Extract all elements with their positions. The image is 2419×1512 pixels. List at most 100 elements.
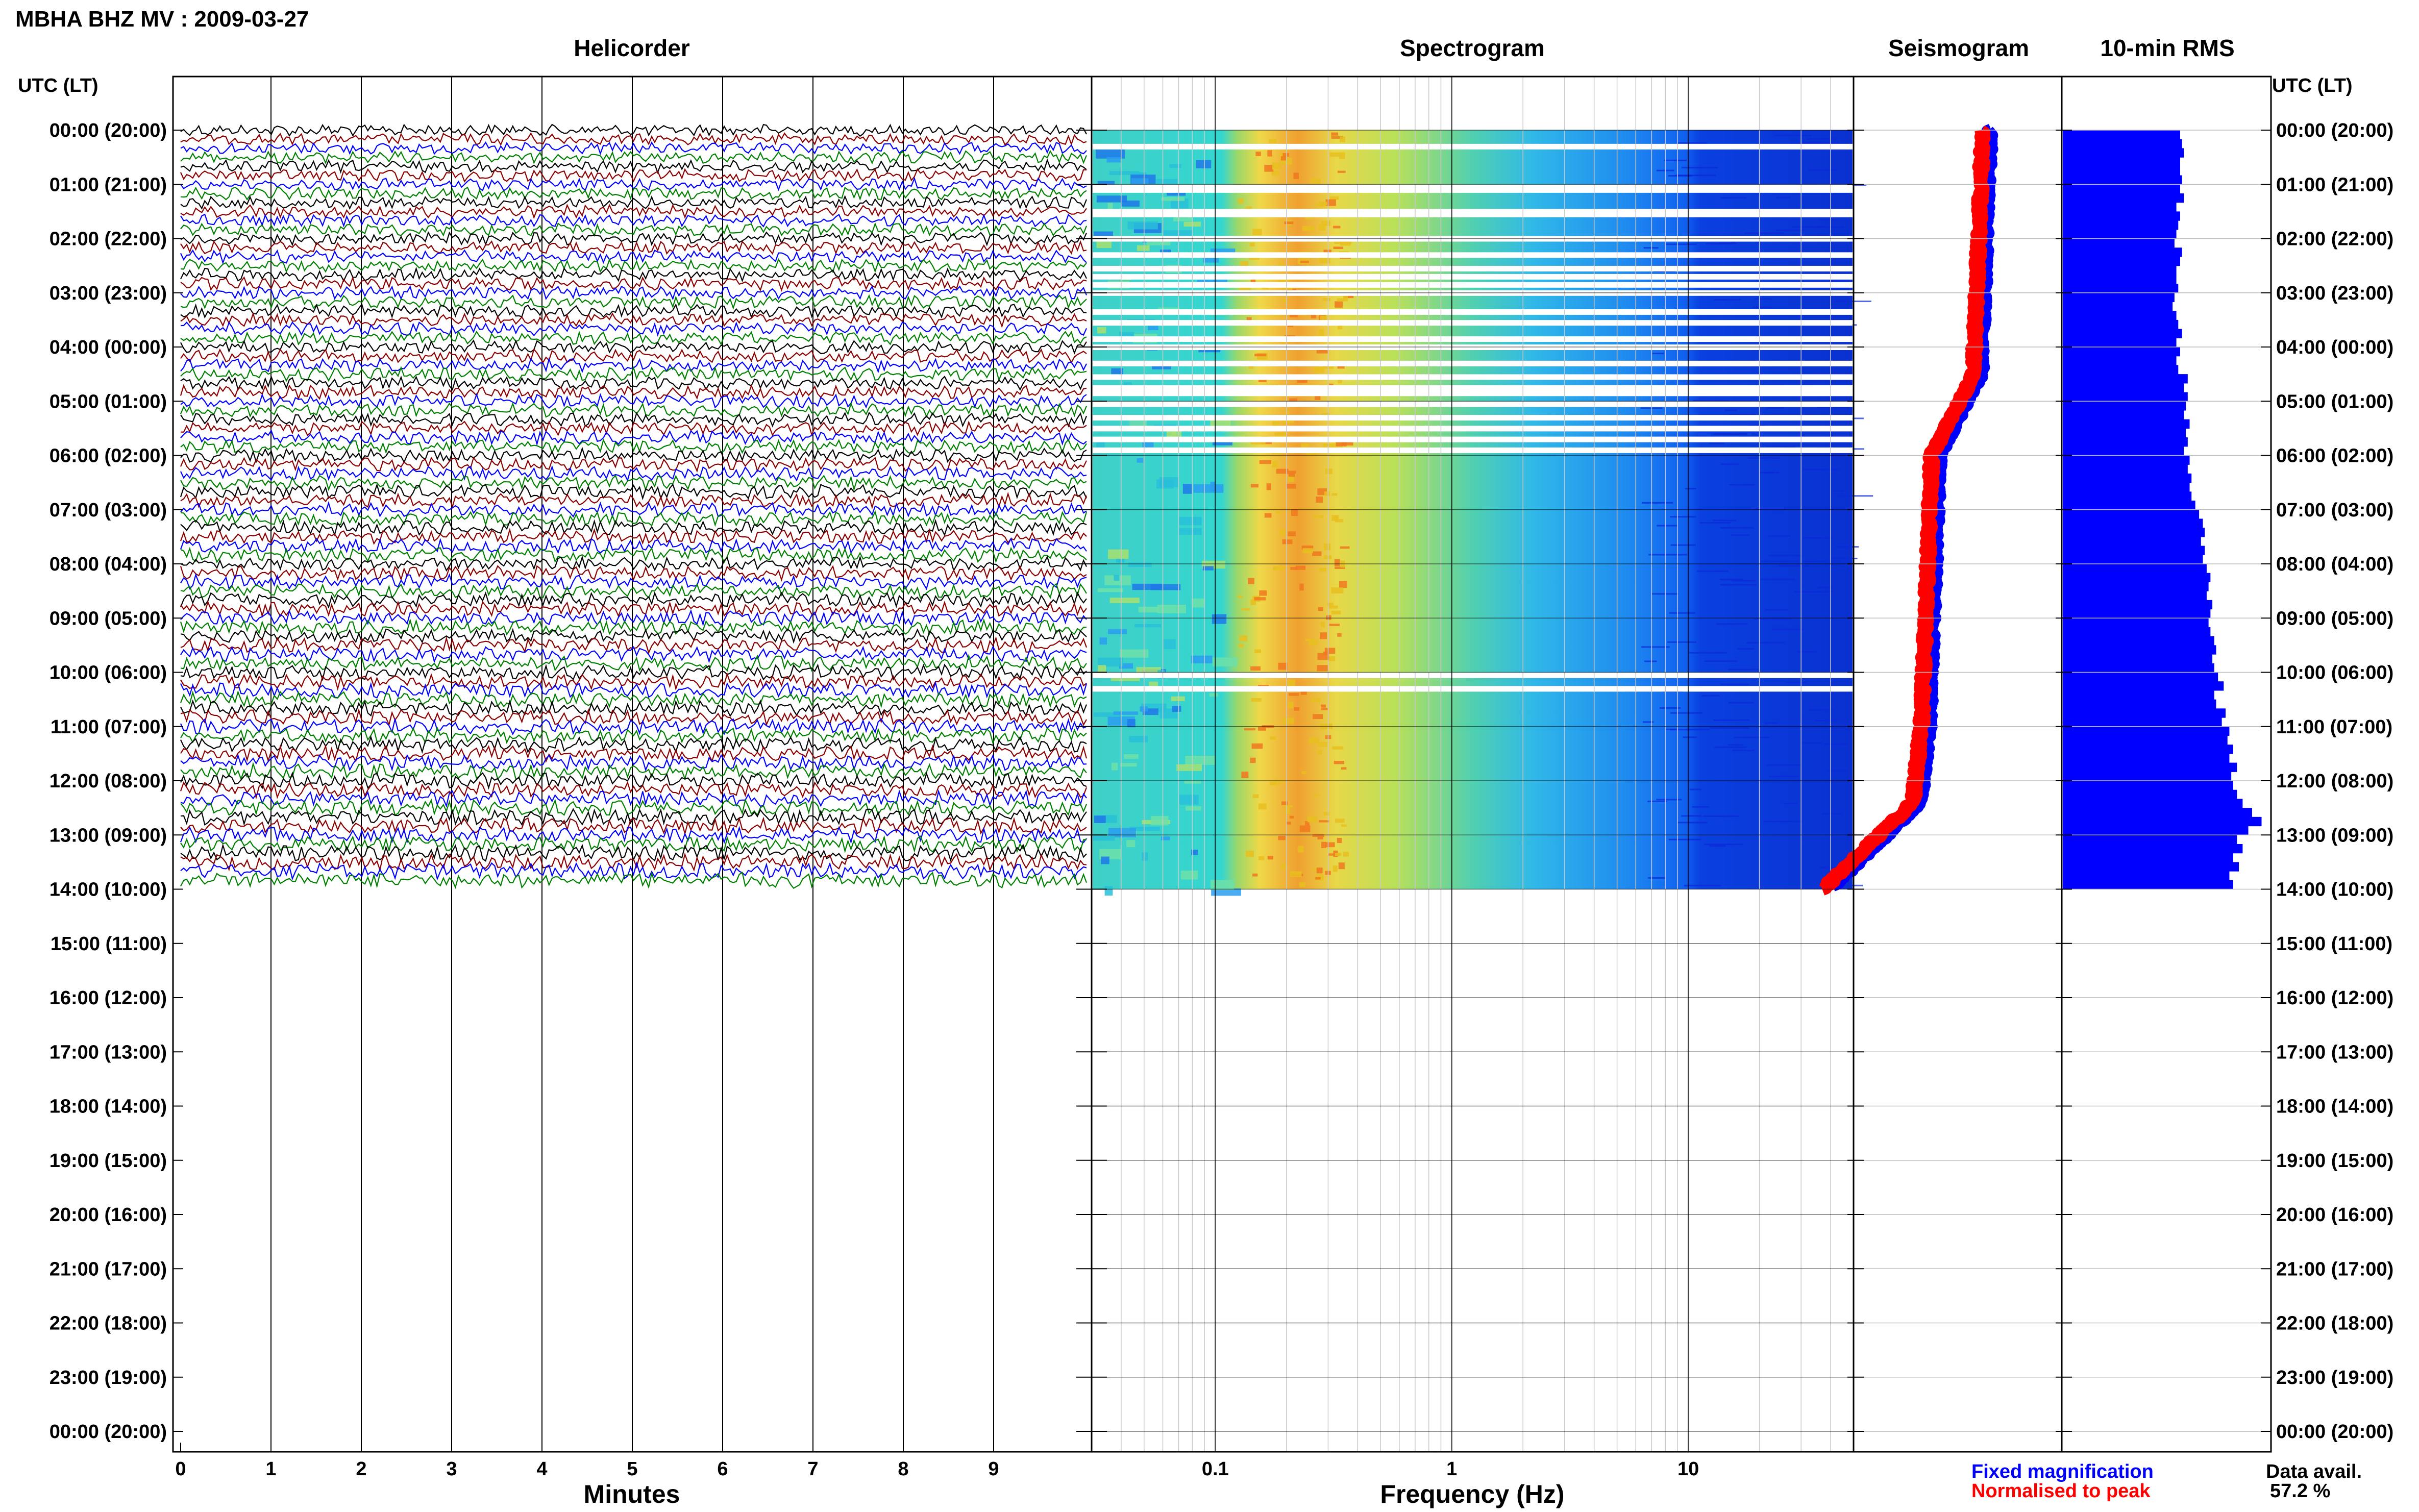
data-avail-label: Data avail. bbox=[2266, 1461, 2362, 1482]
spectrogram-streak bbox=[1831, 557, 1858, 559]
time-label-right: 19:00 (15:00) bbox=[2276, 1150, 2393, 1172]
spectrogram-peak-fleck bbox=[1343, 852, 1349, 857]
spectrogram-block bbox=[1196, 160, 1212, 168]
spectrogram-streak bbox=[1755, 298, 1772, 300]
spectrogram-streak bbox=[1670, 544, 1696, 546]
spectrogram-streak bbox=[1714, 299, 1741, 301]
spectrogram-peak-fleck bbox=[1239, 635, 1248, 641]
spectrogram-streak bbox=[1822, 813, 1843, 815]
rms-bar bbox=[2063, 799, 2243, 808]
spectrogram-block bbox=[1209, 693, 1218, 697]
helicorder-trace bbox=[180, 366, 1087, 382]
spectrogram-block bbox=[1142, 852, 1148, 861]
spectrogram-streak bbox=[1724, 409, 1737, 411]
spectrogram-peak-fleck bbox=[1337, 633, 1342, 637]
rms-bar bbox=[2063, 501, 2195, 510]
spectrogram-streak bbox=[1704, 660, 1737, 662]
spectrogram-block bbox=[1212, 440, 1232, 445]
helicorder-trace bbox=[180, 789, 1087, 808]
spectrogram-streak bbox=[1732, 580, 1756, 582]
time-label-right: 02:00 (22:00) bbox=[2276, 229, 2393, 250]
rms-bar bbox=[2063, 383, 2184, 393]
spectrogram-peak-fleck bbox=[1274, 779, 1285, 783]
spectrogram-peak-fleck bbox=[1254, 597, 1266, 601]
spectrogram-peak-fleck bbox=[1334, 559, 1340, 566]
spectrogram-block bbox=[1107, 203, 1113, 210]
spectrogram-peak-fleck bbox=[1324, 491, 1330, 496]
helicorder-x-tick-label: 4 bbox=[536, 1458, 547, 1480]
spectrogram-block bbox=[1097, 327, 1106, 334]
spectrogram-block bbox=[1193, 484, 1224, 493]
helicorder-trace bbox=[180, 384, 1087, 401]
spectrogram-peak-fleck bbox=[1340, 136, 1346, 142]
helicorder-trace bbox=[180, 762, 1087, 781]
rms-bar bbox=[2063, 238, 2175, 248]
rms-bar bbox=[2063, 193, 2184, 203]
spectrogram-gap bbox=[1093, 360, 1853, 366]
spectrogram-x-tick-label: 1 bbox=[1446, 1458, 1457, 1480]
spectrogram-block bbox=[1110, 675, 1140, 681]
spectrogram-streak bbox=[1760, 578, 1795, 580]
helicorder-trace bbox=[180, 646, 1087, 664]
spectrogram-peak-fleck bbox=[1320, 632, 1327, 639]
spectrogram-streak bbox=[1819, 219, 1837, 221]
spectrogram-streak bbox=[1749, 425, 1765, 427]
spectrogram-peak-fleck bbox=[1289, 693, 1299, 696]
rms-bar bbox=[2063, 591, 2207, 601]
rms-bar bbox=[2063, 229, 2177, 239]
spectrogram-streak bbox=[1737, 648, 1755, 650]
spectrogram-grid bbox=[1091, 77, 1854, 1452]
spectrogram-streak bbox=[1817, 406, 1852, 408]
spectrogram-peak-fleck bbox=[1250, 666, 1261, 671]
spectrogram-streak bbox=[1689, 788, 1701, 790]
spectrogram-block bbox=[1114, 575, 1120, 581]
spectrogram-peak-fleck bbox=[1250, 278, 1256, 284]
spectrogram-peak-fleck bbox=[1249, 242, 1255, 246]
helicorder-trace bbox=[180, 266, 1087, 283]
spectrogram-block bbox=[1093, 835, 1115, 841]
spectrogram-peak-fleck bbox=[1322, 298, 1330, 301]
spectrogram-peak-fleck bbox=[1264, 165, 1274, 172]
spectrogram-streak bbox=[1814, 720, 1837, 722]
spectrogram-streak bbox=[1772, 628, 1804, 630]
spectrogram-peak-fleck bbox=[1338, 862, 1345, 870]
helicorder-trace bbox=[180, 826, 1087, 845]
spectrogram-peak-fleck bbox=[1251, 743, 1263, 749]
spectrogram-peak-fleck bbox=[1259, 590, 1267, 596]
time-label-left: 18:00 (14:00) bbox=[50, 1096, 167, 1118]
spectrogram-streak bbox=[1792, 226, 1833, 228]
spectrogram-peak-fleck bbox=[1264, 513, 1272, 518]
rms-bar bbox=[2063, 265, 2177, 275]
spectrogram-streak bbox=[1784, 803, 1797, 805]
spectrogram-peak-fleck bbox=[1276, 511, 1282, 514]
helicorder-traces bbox=[180, 123, 1088, 889]
helicorder-trace bbox=[180, 447, 1087, 464]
helicorder-trace bbox=[180, 475, 1087, 491]
spectrogram-streak bbox=[1685, 488, 1696, 490]
spectrogram-peak-fleck bbox=[1284, 221, 1294, 225]
spectrogram-peak-fleck bbox=[1321, 704, 1326, 708]
helicorder-trace bbox=[180, 222, 1088, 237]
helicorder-trace bbox=[180, 754, 1087, 772]
spectrogram-peak-fleck bbox=[1259, 460, 1272, 464]
time-label-left: 20:00 (16:00) bbox=[50, 1204, 167, 1226]
helicorder-x-tick-label: 7 bbox=[807, 1458, 818, 1480]
rms-bar bbox=[2063, 546, 2205, 555]
spectrogram-streak bbox=[1766, 764, 1801, 766]
spectrogram-peak-fleck bbox=[1273, 566, 1285, 571]
spectrogram-streak bbox=[1760, 560, 1799, 562]
time-label-left: 07:00 (03:00) bbox=[50, 500, 167, 521]
helicorder-trace bbox=[180, 141, 1087, 156]
helicorder-trace bbox=[180, 591, 1087, 609]
spectrogram-peak-fleck bbox=[1311, 698, 1321, 702]
rms-bar bbox=[2063, 699, 2216, 709]
spectrogram-peak-fleck bbox=[1244, 728, 1256, 731]
plot-title: MBHA BHZ MV : 2009-03-27 bbox=[15, 7, 309, 32]
spectrogram-gap bbox=[1093, 282, 1853, 288]
spectrogram-streak bbox=[1734, 736, 1770, 738]
time-label-left: 17:00 (13:00) bbox=[50, 1042, 167, 1063]
spectrogram-peak-fleck bbox=[1319, 567, 1326, 572]
spectrogram-block bbox=[1178, 528, 1202, 535]
spectrogram-streak bbox=[1833, 280, 1848, 282]
spectrogram-block bbox=[1150, 584, 1181, 590]
